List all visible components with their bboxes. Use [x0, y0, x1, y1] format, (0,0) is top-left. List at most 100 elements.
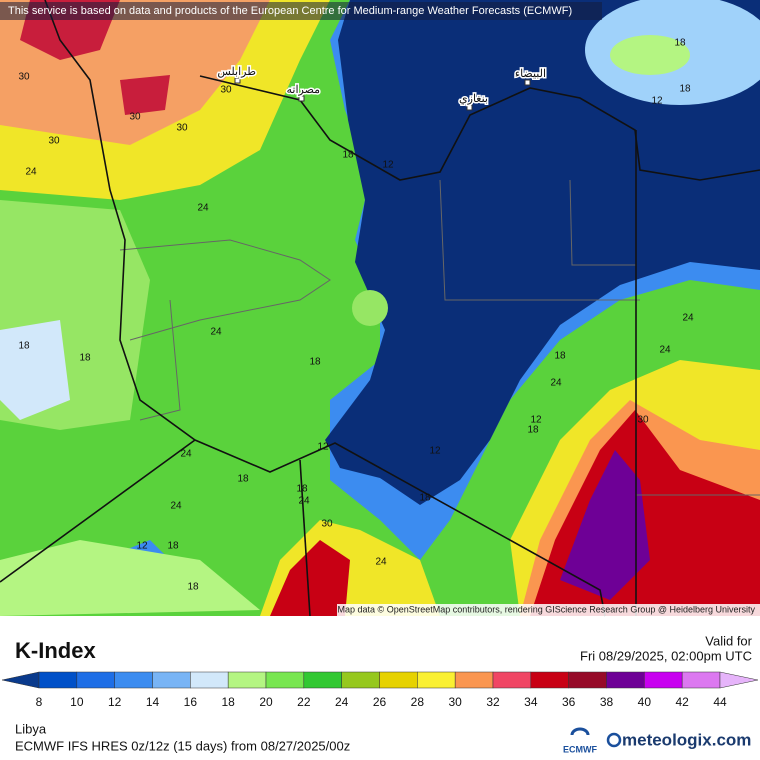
contour-label: 24: [550, 378, 562, 389]
colorbar-tick-label: 28: [411, 695, 425, 709]
colorbar-tick-label: 30: [448, 695, 462, 709]
model: ECMWF IFS HRES 0z/12z (15 days) from 08/…: [15, 738, 350, 753]
contour-label: 30: [129, 112, 141, 123]
ecmwf-icon: [570, 727, 590, 736]
contour-label: 24: [180, 449, 192, 460]
field-area: [560, 450, 650, 600]
contour-label: 30: [637, 415, 649, 426]
colorbar: 8 10 12 14 16 18 20 22 24 26 28 30 32 34 36 38 40 42 44: [1, 671, 759, 709]
sea: [325, 0, 760, 505]
contour-label: 18: [674, 38, 686, 49]
colorbar-tick-label: 8: [36, 695, 43, 709]
colorbar-swatch: [606, 671, 645, 689]
contour-label: 30: [176, 123, 188, 134]
region: Libya: [15, 721, 47, 736]
contour-label: 18: [309, 357, 321, 368]
attribution-bg: [337, 604, 760, 616]
contour-label: 18: [237, 474, 249, 485]
city-marker: [524, 79, 531, 86]
colorbar-swatch: [644, 671, 683, 689]
city-label: مصراته: [286, 84, 320, 96]
contour-label: 18: [79, 353, 91, 364]
colorbar-swatch: [227, 671, 267, 689]
colorbar-swatch: [417, 671, 456, 689]
colorbar-tick-label: 10: [70, 695, 84, 709]
city-label: طرابلس: [217, 66, 256, 78]
city-label: البيضاء: [515, 68, 546, 80]
contour-label: 24: [298, 496, 310, 507]
contour-label: 30: [48, 136, 60, 147]
colorbar-tick-label: 40: [638, 695, 652, 709]
field-area: [0, 540, 260, 616]
field-area: [0, 320, 70, 420]
contour-label: 24: [375, 557, 387, 568]
contour-label: 24: [197, 203, 209, 214]
ecmwf-text: ECMWF: [563, 744, 597, 754]
city-marker: [466, 104, 473, 111]
contour-label: 24: [210, 327, 222, 338]
colorbar-tick-label: 22: [297, 695, 311, 709]
contour-label: 18: [296, 484, 308, 495]
contour-label: 30: [220, 85, 232, 96]
colorbar-tick-label: 36: [562, 695, 576, 709]
contour-label: 12: [136, 541, 148, 552]
contour-label: 24: [659, 345, 671, 356]
borders: [0, 0, 760, 617]
field-area: [270, 540, 350, 616]
contour-label: 12: [651, 96, 663, 107]
brand-icon: [606, 732, 622, 748]
colorbar-arrow: [719, 671, 759, 689]
colorbar-tick-label: 44: [713, 695, 727, 709]
legend-title: K-Index: [15, 638, 96, 663]
colorbar-tick-label: 42: [675, 695, 689, 709]
colorbar-tick-label: 12: [108, 695, 122, 709]
contour-label: 12: [429, 446, 441, 457]
ecmwf-logo: ECMWF: [563, 727, 597, 754]
colorbar-swatch: [303, 671, 342, 689]
colorbar-tick-label: 24: [335, 695, 349, 709]
contour-label: 12: [530, 415, 542, 426]
field-area: [352, 290, 388, 326]
colorbar-tick-label: 18: [221, 695, 235, 709]
colorbar-swatch: [76, 671, 115, 689]
colorbar-tick-label: 14: [146, 695, 160, 709]
colorbar-swatch: [454, 671, 494, 689]
contour-label: 18: [679, 84, 691, 95]
colorbar-swatch: [568, 671, 607, 689]
colorbar-swatch: [530, 671, 569, 689]
field-area: [610, 35, 690, 75]
contour-label: 18: [527, 425, 539, 436]
contour-label: 18: [342, 150, 354, 161]
colorbar-swatch: [38, 671, 78, 689]
valid-label: Valid for: [705, 633, 752, 648]
colorbar-swatch: [492, 671, 532, 689]
colorbar-swatch: [190, 671, 229, 689]
city-marker: [298, 95, 305, 102]
city-marker: [234, 77, 241, 84]
contour-label: 18: [419, 493, 431, 504]
city-label: بنغازي: [459, 93, 488, 105]
colorbar-swatch: [114, 671, 153, 689]
colorbar-swatch: [681, 671, 721, 689]
contour-label: 30: [321, 519, 333, 530]
valid-time: Fri 08/29/2025, 02:00pm UTC: [580, 648, 752, 663]
colorbar-swatch: [152, 671, 191, 689]
colorbar-tick-label: 26: [373, 695, 387, 709]
contour-label: 24: [25, 167, 37, 178]
colorbar-tick-label: 38: [600, 695, 614, 709]
colorbar-swatch: [341, 671, 380, 689]
notice: This service is based on data and produc…: [8, 5, 572, 17]
attribution: Map data © OpenStreetMap contributors, r…: [338, 604, 756, 614]
colorbar-tick-label: 20: [259, 695, 273, 709]
colorbar-tick-label: 32: [486, 695, 500, 709]
notice-bg: [0, 2, 602, 20]
brand[interactable]: meteologix.com: [622, 730, 751, 749]
field-area: [120, 75, 170, 115]
contour-label: 12: [317, 442, 329, 453]
contour-label: 18: [167, 541, 179, 552]
contour-label: 24: [682, 313, 694, 324]
colorbar-tick-label: 34: [524, 695, 538, 709]
